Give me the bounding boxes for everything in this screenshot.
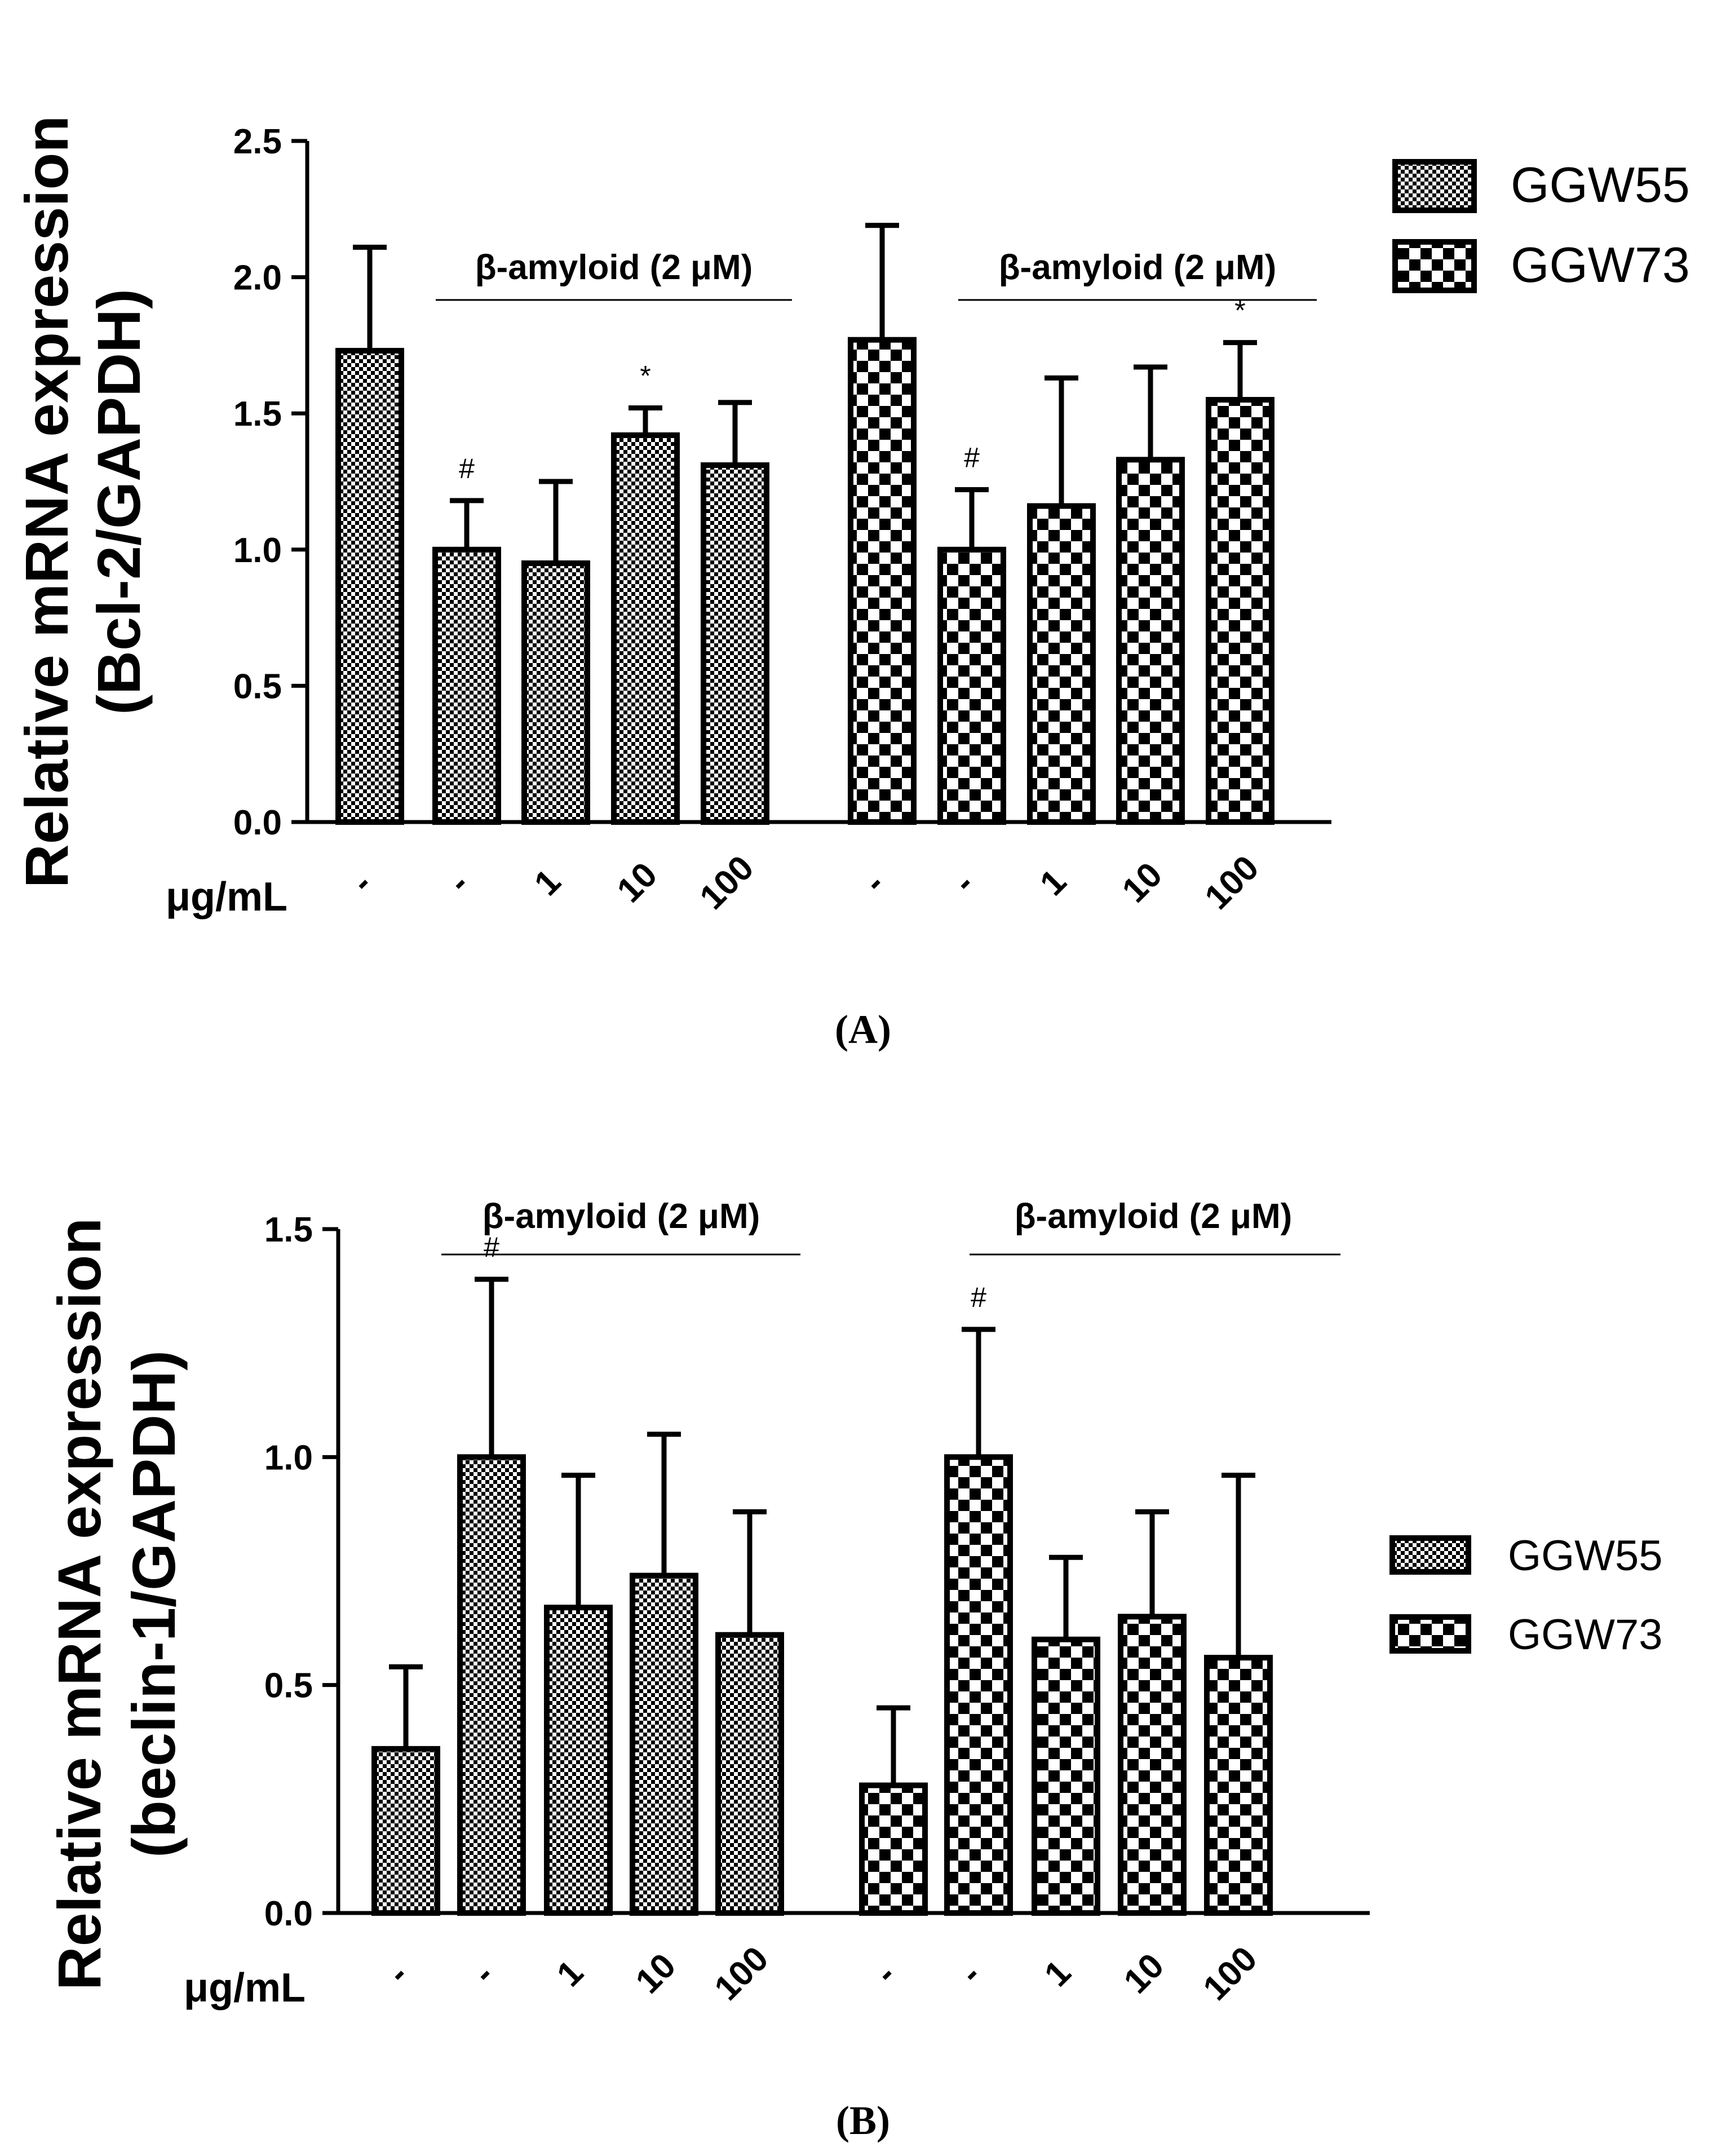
panel-a-bar-ggw55-2 xyxy=(521,560,590,825)
panel-b-x-tick-label: 10 xyxy=(1117,1946,1172,2002)
panel-b-x-tick-label: - xyxy=(953,1956,988,1991)
panel-b-legend-label-ggw73: GGW73 xyxy=(1508,1611,1663,1659)
panel-a-y-tick-label: 2.0 xyxy=(233,259,282,298)
panel-b-bar-ggw73-0 xyxy=(859,1782,928,1916)
panel-b-x-tick-labels: - - 1 10 100 - - 1 10 100 xyxy=(380,1939,1265,2008)
panel-a-y-tick-label: 1.5 xyxy=(233,395,282,434)
panel-a-caption: (A) xyxy=(835,1007,891,1052)
panel-a-bar-ggw73-0 xyxy=(848,337,917,825)
panel-b-x-tick-label: 1 xyxy=(1037,1953,1078,1994)
panel-b-xaxis-title: μg/mL xyxy=(184,1965,306,2011)
panel-b-bar-ggw55-0 xyxy=(371,1746,440,1916)
panel-a-significance-mark: * xyxy=(1234,295,1245,326)
panel-b-x-tick-label: 100 xyxy=(1196,1939,1265,2008)
panel-a-bar-ggw55-0 xyxy=(335,348,404,825)
panel-a-y-ticks: 0.0 0.5 1.0 1.5 2.0 2.5 xyxy=(233,122,307,842)
panel-b-legend-label-ggw55: GGW55 xyxy=(1508,1532,1663,1580)
panel-a-x-tick-label: 1 xyxy=(527,862,568,903)
panel-b-bars: ## xyxy=(371,1231,1273,1916)
panel-b-legend-swatch-ggw73 xyxy=(1389,1614,1471,1654)
panel-b-legend-swatch-ggw55 xyxy=(1389,1535,1471,1575)
panel-a-x-tick-label: 1 xyxy=(1033,862,1074,903)
panel-b-x-tick-label: 10 xyxy=(629,1946,684,2002)
panel-b-bar-ggw73-3 xyxy=(1118,1614,1187,1916)
panel-a-x-tick-label: - xyxy=(344,865,379,900)
panel-b-bar-ggw55-2 xyxy=(544,1605,613,1916)
panel-b-x-tick-label: 1 xyxy=(550,1953,591,1994)
panel-a-y-tick-label: 2.5 xyxy=(233,122,282,161)
panel-a-x-tick-label: 10 xyxy=(610,855,665,911)
panel-a-x-tick-label: 10 xyxy=(1115,855,1170,911)
panel-b-ylabel-line2: (beclin-1/GAPDH) xyxy=(120,1350,188,1858)
panel-a-bar-ggw73-1 xyxy=(937,546,1006,825)
panel-a-significance-mark: # xyxy=(459,453,475,484)
panel-a-ylabel-line2: (Bcl-2/GAPDH) xyxy=(85,289,153,715)
panel-b-ylabel-line1: Relative mRNA expression xyxy=(45,1218,113,1991)
panel-a-xaxis-title: μg/mL xyxy=(166,874,287,920)
panel-b-chart: Relative mRNA expression (beclin-1/GAPDH… xyxy=(45,1197,1663,2143)
panel-a-x-tick-label: - xyxy=(856,865,892,900)
panel-a-bracket-label-right: β-amyloid (2 μM) xyxy=(999,248,1277,287)
panel-b-significance-mark: # xyxy=(484,1231,499,1263)
panel-b-x-tick-label: - xyxy=(380,1956,415,1991)
panel-b-bracket-label-left: β-amyloid (2 μM) xyxy=(483,1197,760,1236)
panel-b-bar-ggw55-1 xyxy=(457,1454,526,1916)
panel-b-y-tick-label: 1.5 xyxy=(264,1210,313,1249)
panel-b-bar-ggw73-2 xyxy=(1032,1636,1100,1916)
panel-a-y-tick-label: 0.0 xyxy=(233,803,282,842)
panel-a-bar-ggw73-4 xyxy=(1206,397,1274,825)
panel-a-significance-mark: # xyxy=(964,441,980,473)
panel-a-chart: Relative mRNA expression (Bcl-2/GAPDH) 0… xyxy=(12,116,1690,1052)
panel-a-y-tick-label: 1.0 xyxy=(233,531,282,570)
panel-a-x-tick-label: - xyxy=(441,865,476,900)
panel-b-y-ticks: 0.0 0.5 1.0 1.5 xyxy=(264,1210,338,1933)
panel-a-bar-ggw55-3 xyxy=(611,432,680,825)
panel-a-bar-ggw73-2 xyxy=(1027,503,1096,825)
panel-b-y-tick-label: 0.0 xyxy=(264,1894,313,1933)
panel-b-bracket-label-right: β-amyloid (2 μM) xyxy=(1015,1197,1293,1236)
panel-a-bars: # * # * xyxy=(335,223,1274,825)
panel-b-x-tick-label: 100 xyxy=(707,1939,776,2008)
panel-a-legend-swatch-ggw73 xyxy=(1392,239,1477,293)
panel-b-y-tick-label: 0.5 xyxy=(264,1667,313,1706)
panel-b-x-tick-label: - xyxy=(466,1956,501,1991)
panel-b-bar-ggw73-4 xyxy=(1204,1655,1273,1916)
panel-a-x-tick-label: 100 xyxy=(693,849,762,917)
panel-b-bar-ggw55-4 xyxy=(715,1632,784,1916)
panel-a-x-tick-labels: - - 1 10 100 - - 1 10 100 xyxy=(344,849,1267,917)
panel-a-bar-ggw73-3 xyxy=(1116,457,1185,825)
panel-a-legend-label-ggw55: GGW55 xyxy=(1511,157,1690,213)
panel-b-significance-mark: # xyxy=(971,1282,986,1313)
panel-b-caption: (B) xyxy=(836,2098,890,2143)
panel-b-x-tick-label: - xyxy=(868,1956,903,1991)
panel-b-y-tick-label: 1.0 xyxy=(264,1438,313,1477)
panel-a-x-tick-label: - xyxy=(946,865,981,900)
panel-b-bar-ggw55-3 xyxy=(630,1572,698,1916)
panel-a-x-tick-label: 100 xyxy=(1198,849,1267,917)
panel-a-legend-swatch-ggw55 xyxy=(1392,159,1477,213)
panel-a-y-tick-label: 0.5 xyxy=(233,667,282,706)
panel-a-bar-ggw55-4 xyxy=(701,462,769,825)
panel-a-significance-mark: * xyxy=(640,360,650,392)
panel-a-bar-ggw55-1 xyxy=(432,546,501,825)
panel-a-bracket-label-left: β-amyloid (2 μM) xyxy=(475,248,753,287)
panel-a-legend-label-ggw73: GGW73 xyxy=(1511,237,1690,293)
panel-b-legend: GGW55 GGW73 xyxy=(1389,1532,1663,1659)
panel-b-bar-ggw73-1 xyxy=(944,1454,1013,1916)
panel-a-ylabel-line1: Relative mRNA expression xyxy=(12,116,81,889)
panel-a-legend: GGW55 GGW73 xyxy=(1392,157,1690,293)
